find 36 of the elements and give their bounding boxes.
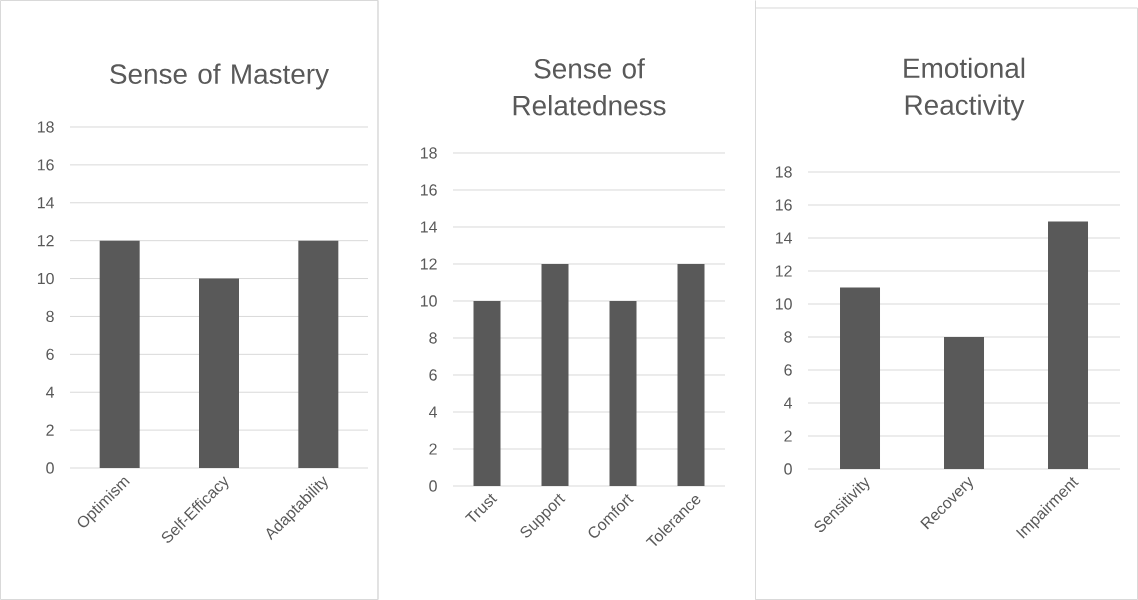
y-tick-label: 14 <box>37 197 54 209</box>
y-tick-label: 12 <box>420 258 437 270</box>
y-tick-label: 18 <box>775 166 792 178</box>
y-tick-label: 4 <box>45 386 55 398</box>
y-tick-label: 10 <box>775 298 792 310</box>
y-tick-label: 8 <box>784 331 792 343</box>
y-tick-label: 18 <box>37 121 54 133</box>
bar <box>944 337 985 469</box>
bar <box>1048 221 1089 469</box>
y-tick-label: 0 <box>46 462 54 474</box>
y-tick-label: 16 <box>420 184 437 196</box>
chart-title: Sense of Mastery <box>110 63 329 90</box>
y-tick-label: 0 <box>429 480 437 492</box>
y-tick-label: 6 <box>46 348 54 360</box>
bar <box>840 287 881 469</box>
y-tick-label: 10 <box>37 272 54 285</box>
y-tick-label: 8 <box>429 332 437 344</box>
chart-title: Emotional Reactivity <box>904 57 1025 121</box>
y-tick-label: 12 <box>37 235 54 247</box>
y-tick-label: 6 <box>429 369 437 381</box>
y-tick-label: 2 <box>784 430 792 442</box>
y-tick-label: 14 <box>775 232 793 244</box>
y-tick-label: 16 <box>37 159 54 171</box>
y-tick-label: 6 <box>784 364 792 376</box>
y-tick-label: 10 <box>420 295 437 307</box>
y-tick-label: 16 <box>775 199 792 211</box>
y-tick-label: 0 <box>784 463 792 475</box>
y-tick-label: 14 <box>420 221 438 233</box>
y-tick-label: 12 <box>775 265 792 277</box>
y-tick-label: 8 <box>46 310 54 323</box>
y-tick-label: 18 <box>420 147 437 159</box>
y-tick-label: 4 <box>428 406 438 418</box>
y-tick-label: 2 <box>429 443 437 455</box>
chart-title: Sense of Relatedness <box>513 58 666 116</box>
y-tick-label: 4 <box>783 397 793 409</box>
y-tick-label: 2 <box>46 424 54 436</box>
